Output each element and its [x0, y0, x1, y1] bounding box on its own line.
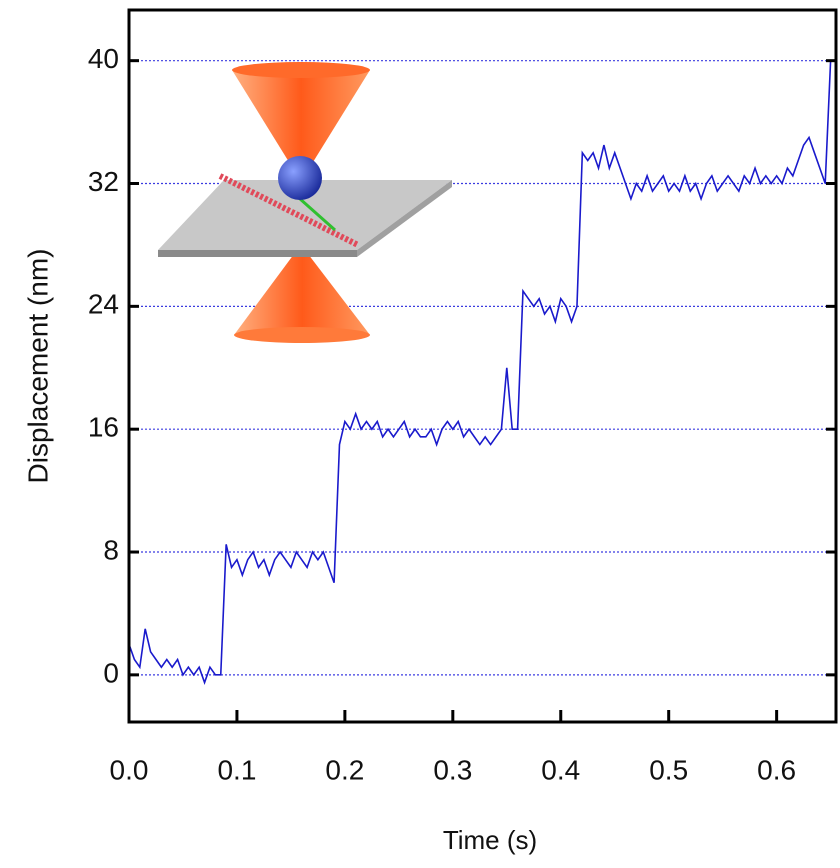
y-tick-label: 24	[88, 289, 119, 320]
x-tick-label: 0.2	[325, 754, 364, 785]
x-tick-label: 0.6	[757, 754, 796, 785]
plot-frame	[127, 8, 838, 724]
y-tick-label: 8	[103, 534, 119, 565]
x-tick-label: 0.1	[217, 754, 256, 785]
data-line	[128, 59, 836, 685]
x-axis-label: Time (s)	[443, 825, 537, 855]
y-tick-label: 0	[103, 657, 119, 688]
y-tick-label: 32	[88, 166, 119, 197]
y-tick-label: 40	[88, 43, 119, 74]
x-tick-label: 0.4	[541, 754, 580, 785]
y-tick-label: 16	[88, 412, 119, 443]
x-tick-label: 0.5	[649, 754, 688, 785]
inset-illustration	[158, 62, 452, 343]
x-tick-label: 0.0	[110, 754, 149, 785]
x-tick-label: 0.3	[433, 754, 472, 785]
y-axis-label: Displacement (nm)	[22, 249, 53, 484]
